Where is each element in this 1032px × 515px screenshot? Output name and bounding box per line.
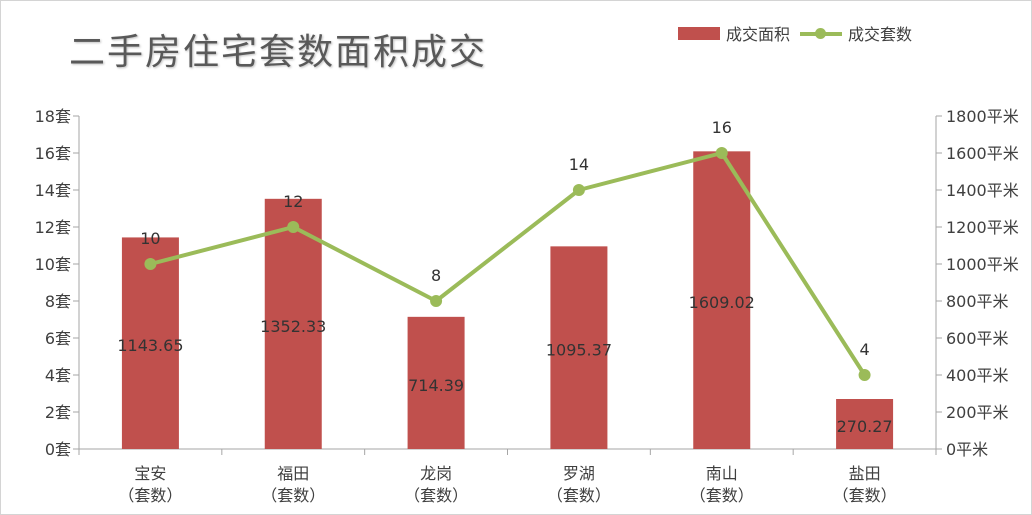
x-category-label: 龙岗（套数）: [404, 464, 468, 505]
y-left-tick-label: 16套: [35, 144, 71, 163]
bar-2: [264, 198, 322, 449]
y-right-tick-label: 1800平米: [946, 107, 1019, 126]
y-right-tick-label: 1400平米: [946, 181, 1019, 200]
line-point-4: [572, 184, 585, 196]
y-right-tick-label: 1600平米: [946, 144, 1019, 163]
bar-5: [693, 151, 751, 449]
bar-data-label: 1095.37: [546, 341, 612, 360]
bar-data-label: 1609.02: [689, 293, 755, 312]
line-series-count: [149, 151, 867, 377]
line-data-label: 14: [569, 155, 589, 174]
y-left-tick-label: 10套: [35, 255, 71, 274]
line-point-6: [858, 369, 871, 381]
y-left-tick-label: 4套: [45, 366, 71, 385]
bar-data-label: 714.39: [408, 376, 464, 395]
chart-title: 二手房住宅套数面积成交: [69, 32, 488, 73]
x-category-label: 福田（套数）: [261, 464, 325, 505]
bar-1: [121, 237, 179, 449]
legend-label-area: 成交面积: [726, 25, 791, 44]
x-category-label: 南山（套数）: [690, 464, 754, 505]
y-right-tick-label: 600平米: [946, 329, 1009, 348]
y-left-tick-label: 0套: [45, 440, 71, 459]
y-left-tick-label: 6套: [45, 329, 71, 348]
y-left-tick-label: 18套: [35, 107, 71, 126]
y-left-tick-label: 14套: [35, 181, 71, 200]
y-right-tick-label: 1000平米: [946, 255, 1019, 274]
line-data-label: 16: [712, 118, 732, 137]
legend-swatch-count: [800, 27, 843, 40]
line-data-label: 12: [283, 192, 303, 211]
x-category-label: 罗湖（套数）: [547, 464, 611, 505]
line-data-label: 10: [140, 229, 160, 248]
bar-data-label: 1143.65: [117, 336, 183, 355]
y-right-tick-label: 800平米: [946, 292, 1009, 311]
line-point-2: [287, 221, 300, 233]
bar-4: [550, 246, 608, 449]
y-right-tick-label: 400平米: [946, 366, 1009, 385]
line-point-5: [715, 147, 728, 159]
line-data-label: 4: [859, 340, 869, 359]
legend-item-area: 成交面积: [678, 21, 790, 45]
line-point-3: [430, 295, 443, 307]
legend-swatch-area: [678, 26, 720, 40]
line-data-label: 8: [431, 266, 441, 285]
bar-data-label: 270.27: [837, 417, 893, 436]
legend-item-count: 成交套数: [800, 21, 912, 45]
y-right-tick-label: 0平米: [946, 440, 988, 459]
bar-6: [836, 399, 894, 449]
legend: 成交面积 成交套数: [678, 21, 922, 45]
x-category-label: 宝安（套数）: [118, 464, 182, 505]
y-left-tick-label: 12套: [35, 218, 71, 237]
bar-3: [407, 316, 465, 449]
x-category-label: 盐田（套数）: [833, 464, 897, 505]
legend-label-count: 成交套数: [848, 25, 913, 44]
y-right-tick-label: 1200平米: [946, 218, 1019, 237]
y-left-tick-label: 8套: [45, 292, 71, 311]
y-left-tick-label: 2套: [45, 403, 71, 422]
y-right-tick-label: 200平米: [946, 403, 1009, 422]
bar-data-label: 1352.33: [260, 317, 326, 336]
line-point-1: [144, 258, 157, 270]
